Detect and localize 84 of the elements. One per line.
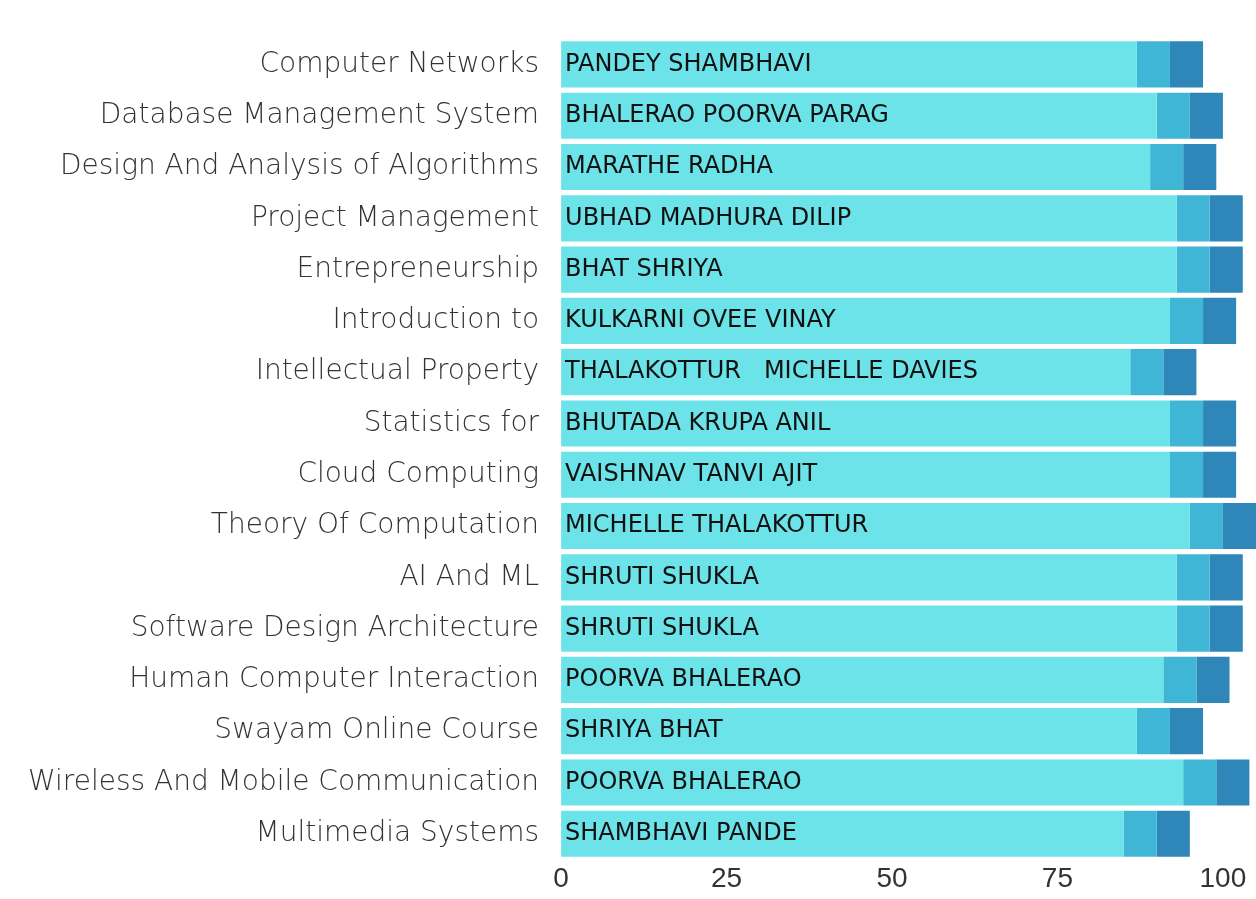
bar (561, 92, 1157, 139)
bar (1216, 759, 1250, 806)
bar (1150, 143, 1184, 191)
bar (1209, 554, 1243, 601)
y-tick-label: Statistics for (363, 404, 540, 438)
y-tick-label: Database Management System (99, 97, 540, 131)
annotation: THALAKOTTUR MICHELLE DAVIES (564, 356, 979, 385)
bar (561, 759, 1184, 806)
bar (1130, 349, 1164, 396)
bar (561, 195, 1177, 242)
bar (561, 656, 1164, 703)
y-tick-label: Theory Of Computation (210, 507, 540, 541)
bar (1209, 195, 1243, 242)
x-tick-label: 25 (710, 861, 743, 893)
annotation: POORVA BHALERAO (565, 766, 802, 795)
bar (561, 400, 1170, 447)
annotation: SHRUTI SHUKLA (565, 561, 760, 590)
bar (1222, 502, 1256, 550)
annotation: KULKARNI OVEE VINAY (565, 305, 837, 334)
bar (1209, 246, 1243, 293)
bar (561, 41, 1137, 88)
bar (561, 810, 1124, 857)
x-tick-label: 100 (1199, 861, 1247, 893)
bar (1183, 759, 1217, 806)
bar (1169, 451, 1204, 498)
bar (1203, 451, 1237, 498)
annotation: VAISHNAV TANVI AJIT (565, 458, 818, 487)
y-tick-label: Cloud Computing (297, 456, 540, 490)
y-tick-label: AI And ML (399, 558, 540, 592)
bar (1203, 297, 1237, 344)
annotation: POORVA BHALERAO (565, 664, 802, 693)
x-tick-label: 50 (876, 861, 908, 893)
bar (561, 297, 1170, 344)
y-tick-label: Design And Analysis of Algorithms (59, 148, 540, 182)
bar (1169, 400, 1204, 447)
annotation: UBHAD MADHURA DILIP (565, 202, 852, 231)
bar (561, 451, 1170, 498)
annotation: MARATHE RADHA (565, 151, 774, 180)
bar (1156, 92, 1190, 139)
bar (561, 502, 1190, 550)
bar (1176, 554, 1210, 601)
bar (561, 143, 1151, 191)
bar (561, 605, 1177, 652)
bar (1156, 810, 1190, 857)
bar (1169, 708, 1204, 755)
bar (561, 246, 1177, 293)
y-tick-label: Entrepreneurship (296, 250, 540, 284)
y-tick-label: Swayam Online Course (214, 712, 540, 746)
y-tick-label: Human Computer Interaction (129, 661, 540, 695)
bar (1183, 143, 1217, 191)
bar (1189, 502, 1223, 550)
annotation: SHRIYA BHAT (565, 715, 724, 744)
y-tick-label: Project Management (250, 199, 540, 233)
annotation: MICHELLE THALAKOTTUR (565, 510, 869, 539)
bar (1163, 349, 1197, 396)
bar (1163, 656, 1197, 703)
bar (1189, 92, 1223, 139)
y-tick-label: Multimedia Systems (255, 815, 540, 849)
bar (561, 554, 1177, 601)
annotation: SHAMBHAVI PANDE (565, 817, 797, 846)
annotation: BHAT SHRIYA (565, 253, 724, 282)
bar (561, 708, 1137, 755)
bar (1209, 605, 1243, 652)
bar (1176, 605, 1210, 652)
y-tick-label: Software Design Architecture (130, 609, 540, 643)
bar (1176, 246, 1210, 293)
bar (1136, 708, 1170, 755)
annotation: BHALERAO POORVA PARAG (565, 99, 889, 128)
bar (1136, 41, 1170, 88)
x-tick-label: 0 (553, 861, 569, 893)
y-tick-label: Introduction to (332, 302, 540, 336)
y-tick-label: Computer Networks (259, 45, 540, 79)
y-tick-label: Wireless And Mobile Communication (27, 763, 540, 797)
bar (1123, 810, 1157, 857)
x-tick-label: 75 (1041, 861, 1074, 893)
y-tick-label: Intellectual Property (255, 353, 540, 387)
bar (1169, 41, 1204, 88)
annotation: PANDEY SHAMBHAVI (565, 48, 812, 77)
bar (1176, 195, 1210, 242)
annotation: SHRUTI SHUKLA (565, 612, 760, 641)
bar (1196, 656, 1230, 703)
annotation: BHUTADA KRUPA ANIL (565, 407, 831, 436)
bar (1169, 297, 1204, 344)
bar (1203, 400, 1237, 447)
